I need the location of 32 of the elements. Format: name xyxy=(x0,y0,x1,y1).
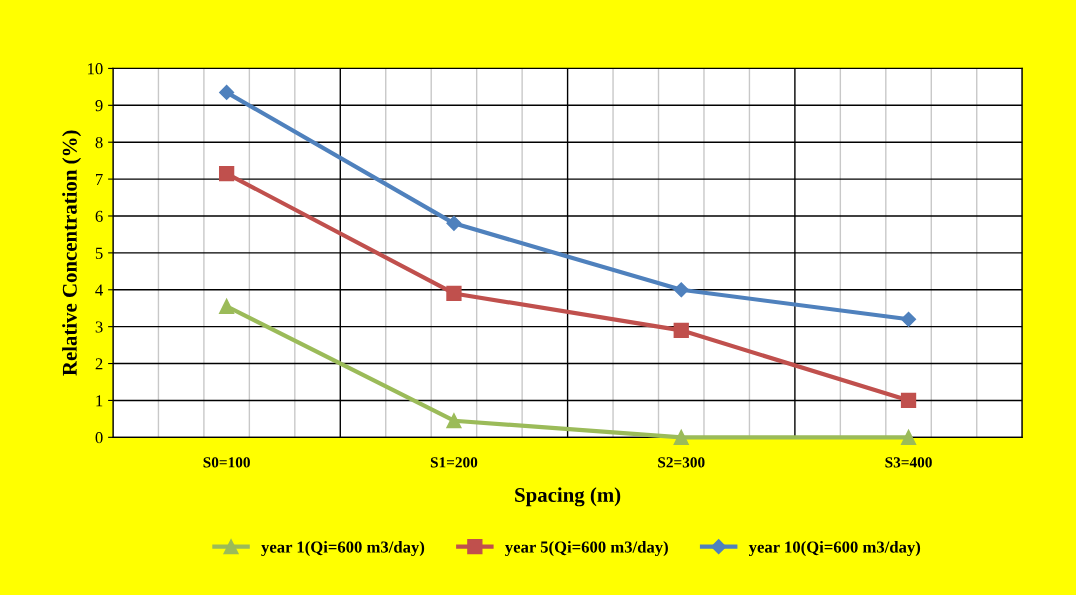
x-tick-label: S1=200 xyxy=(430,457,478,468)
legend-label: year 1(Qi=600 m3/day) xyxy=(261,540,425,557)
legend-label: year 10(Qi=600 m3/day) xyxy=(748,540,921,557)
y-tick-label: 7 xyxy=(96,173,103,185)
y-tick-label: 10 xyxy=(88,63,103,75)
y-tick-label: 2 xyxy=(95,358,103,370)
point xyxy=(446,215,462,231)
point xyxy=(673,429,689,445)
y-axis-title: Relative Concentration (%) xyxy=(62,130,82,376)
point xyxy=(219,84,235,100)
point xyxy=(218,298,235,315)
y-tick-label: 9 xyxy=(95,100,103,112)
point xyxy=(673,322,689,338)
point xyxy=(900,429,917,445)
x-axis-title: Spacing (m) xyxy=(515,487,621,507)
y-tick-label: 0 xyxy=(95,432,103,444)
x-tick-label: S2=300 xyxy=(658,457,705,468)
point xyxy=(900,392,917,409)
point xyxy=(446,285,462,302)
point xyxy=(218,165,235,182)
point xyxy=(900,311,917,327)
point xyxy=(673,282,689,298)
y-tick-label: 4 xyxy=(95,284,103,296)
y-tick-label: 6 xyxy=(95,210,103,222)
point xyxy=(446,413,462,429)
legend-label: year 5(Qi=600 m3/day) xyxy=(505,540,668,557)
x-tick-label: S0=100 xyxy=(203,457,250,468)
y-tick-label: 3 xyxy=(95,321,103,333)
y-tick-label: 1 xyxy=(96,395,103,407)
y-tick-label: 5 xyxy=(95,247,103,259)
x-tick-label: S3=400 xyxy=(885,457,932,468)
y-tick-label: 8 xyxy=(95,136,103,149)
